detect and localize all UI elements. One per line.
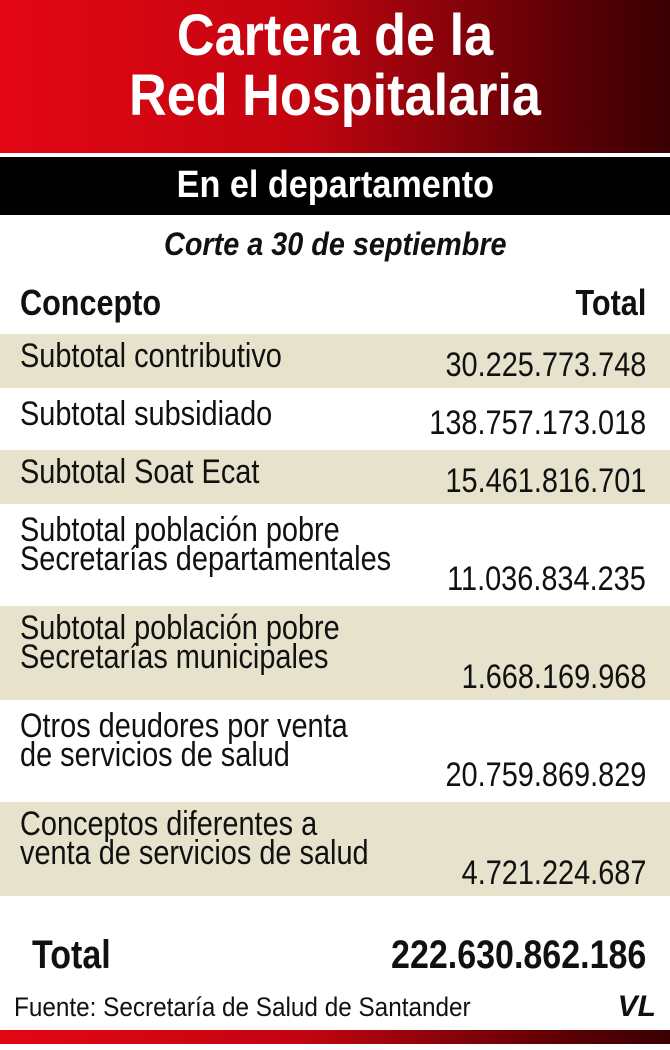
concept: Otros deudores por venta de servicios de …: [20, 707, 348, 774]
amount: 30.225.773.748: [445, 346, 646, 384]
table-row: Conceptos diferentes a venta de servicios…: [0, 802, 670, 900]
title-line: Cartera de la: [176, 3, 494, 68]
concept-line: Subtotal contributivo: [20, 337, 282, 375]
amount: 20.759.869.829: [445, 756, 646, 794]
table-row: Subtotal contributivo 30.225.773.748: [0, 334, 670, 392]
concept-line: Subtotal Soat Ecat: [20, 453, 260, 491]
bottom-bar: [0, 1030, 670, 1044]
table-row: Subtotal población pobre Secretarías muni…: [0, 606, 670, 704]
concept-line: Otros deudores por venta: [20, 707, 348, 745]
table-row: Subtotal Soat Ecat 15.461.816.701: [0, 450, 670, 508]
concept: Subtotal contributivo: [20, 337, 282, 375]
table-row: Otros deudores por venta de servicios de …: [0, 704, 670, 802]
concept-line: venta de servicios de salud: [20, 834, 369, 872]
title: Cartera de la Red Hospitalaria: [0, 6, 670, 126]
subtitle-band: En el departamento: [0, 157, 670, 215]
note: Corte a 30 de septiembre: [0, 224, 670, 264]
column-header: Total: [575, 282, 646, 323]
concept: Subtotal población pobre Secretarías muni…: [20, 609, 340, 676]
concept-line: Secretarías municipales: [20, 638, 329, 676]
amount: 138.757.173.018: [429, 404, 646, 442]
title-line: Red Hospitalaria: [129, 63, 541, 128]
concept: Conceptos diferentes a venta de servicios…: [20, 805, 369, 872]
column-header: Concepto: [20, 282, 162, 323]
table-row: Subtotal población pobre Secretarías depa…: [0, 508, 670, 606]
header-background: [0, 0, 670, 153]
concept-line: Subtotal subsidiado: [20, 395, 273, 433]
table-header: Concepto Total: [0, 277, 670, 329]
concept: Subtotal Soat Ecat: [20, 453, 260, 491]
note-text: Corte a 30 de septiembre: [163, 226, 507, 262]
subtitle: En el departamento: [176, 164, 494, 206]
amount: 1.668.169.968: [461, 658, 646, 696]
logo: VL: [617, 990, 656, 1023]
amount: 4.721.224.687: [461, 854, 646, 892]
total-row: Total 222.630.862.186: [0, 925, 670, 985]
concept: Subtotal población pobre Secretarías depa…: [20, 511, 392, 578]
concept-line: Secretarías departamentales: [20, 540, 392, 578]
amount: 15.461.816.701: [445, 462, 646, 500]
concept: Subtotal subsidiado: [20, 395, 273, 433]
amount: 11.036.834.235: [447, 560, 646, 598]
source: Fuente: Secretaría de Salud de Santander: [14, 992, 471, 1022]
total-label: Total: [32, 933, 111, 977]
concept-line: Conceptos diferentes a: [20, 805, 318, 843]
concept-line: Subtotal población pobre: [20, 609, 340, 647]
concept-line: Subtotal población pobre: [20, 511, 340, 549]
concept-line: de servicios de salud: [20, 736, 290, 774]
table-body: Subtotal contributivo 30.225.773.748 Subto…: [0, 334, 670, 900]
table-row: Subtotal subsidiado 138.757.173.018: [0, 392, 670, 450]
total-value: 222.630.862.186: [390, 933, 646, 977]
